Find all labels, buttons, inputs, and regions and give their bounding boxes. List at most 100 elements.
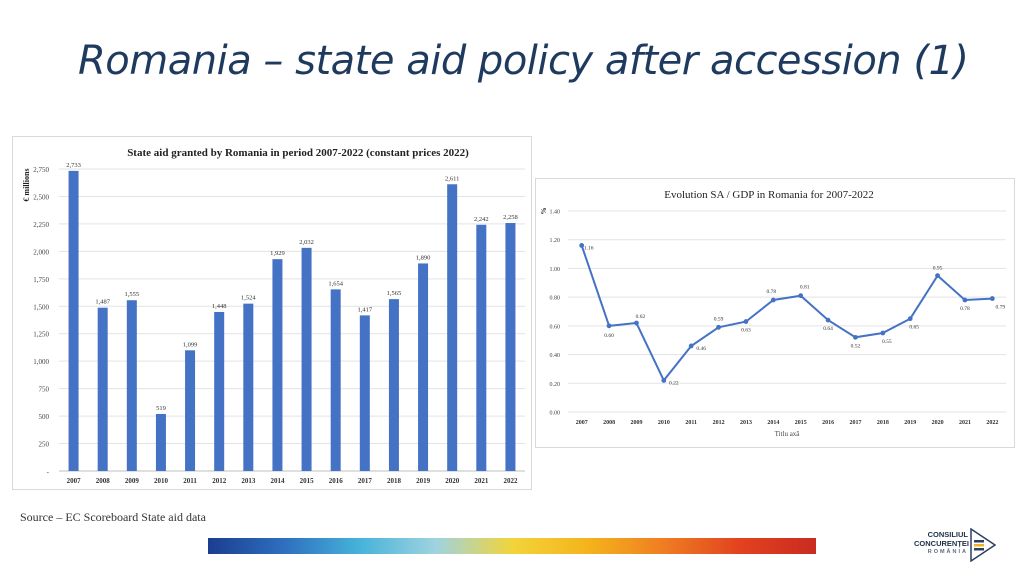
line-chart-value-label: 0.62 xyxy=(636,314,646,320)
line-chart-y-tick-label: 0.40 xyxy=(550,353,561,359)
logo-text: CONSILIUL CONCURENȚEI ROMÂNIA xyxy=(914,530,969,557)
line-chart-series-line xyxy=(580,245,993,383)
bar-chart-y-tick-label: 500 xyxy=(39,413,50,421)
line-chart-point xyxy=(880,330,886,336)
line-chart-point xyxy=(716,324,721,330)
bar-chart-x-tick-label: 2022 xyxy=(503,477,518,485)
line-chart-point xyxy=(825,317,831,323)
decorative-color-stripe xyxy=(208,538,816,554)
bar-chart-x-tick-label: 2014 xyxy=(270,477,285,485)
bar-chart-y-tick-label: 2,500 xyxy=(33,193,49,201)
line-chart-point xyxy=(661,378,667,383)
line-chart-x-tick-label: 2018 xyxy=(877,420,889,426)
bar-chart-bar xyxy=(243,303,254,471)
bar-chart-x-tick-label: 2008 xyxy=(96,477,111,485)
bar-chart-panel: State aid granted by Romania in period 2… xyxy=(12,136,532,490)
line-chart-value-label: 0.65 xyxy=(909,325,919,331)
bar-chart-y-tick-label: 250 xyxy=(39,441,50,449)
bar-chart-value-label: 2,611 xyxy=(445,175,459,182)
bar-chart-value-label: 1,487 xyxy=(95,299,110,306)
logo-line-1: CONSILIUL xyxy=(927,530,968,539)
line-chart-y-tick-label: 0.20 xyxy=(550,382,561,388)
line-chart-value-labels: 1.16 0.60 0.62 0.22 0.46 0.59 0.63 0.78 0.81 0.64… xyxy=(584,245,1006,386)
line-chart-x-tick-label: 2009 xyxy=(630,420,642,426)
bar-chart-x-tick-label: 2015 xyxy=(300,477,315,485)
bar-chart-value-label: 519 xyxy=(156,405,166,412)
line-chart-y-tick-label: 1.40 xyxy=(550,210,561,216)
bar-chart-bars xyxy=(68,170,516,472)
line-chart-x-tick-label: 2012 xyxy=(713,420,725,426)
line-chart-point xyxy=(798,293,804,299)
line-chart-point xyxy=(634,320,639,326)
line-chart: Evolution SA / GDP in Romania for 2007-2… xyxy=(540,189,1006,438)
line-chart-point xyxy=(935,273,940,279)
bar-chart-x-tick-label: 2019 xyxy=(416,477,431,485)
bar-chart-value-label: 1,099 xyxy=(183,341,198,348)
bar-chart-x-tick-label: 2009 xyxy=(125,477,140,485)
bar-chart-bar xyxy=(505,223,516,471)
bar-chart-bar xyxy=(155,414,166,471)
bar-chart-value-label: 2,032 xyxy=(299,239,314,246)
bar-chart-value-label: 2,733 xyxy=(66,162,81,169)
bar-chart-y-tick-label: - xyxy=(47,468,50,476)
line-chart-point xyxy=(688,343,694,349)
line-chart-value-label: 0.79 xyxy=(996,305,1006,311)
line-chart-point xyxy=(907,316,913,322)
bar-chart-value-label: 1,565 xyxy=(387,290,402,297)
line-chart-title: Evolution SA / GDP in Romania for 2007-2… xyxy=(664,189,874,201)
bar-chart-bar xyxy=(185,350,196,471)
line-chart-value-label: 0.52 xyxy=(851,343,861,349)
line-chart-point xyxy=(962,297,968,303)
bar-chart-y-tick-label: 1,250 xyxy=(33,331,49,339)
bar-chart-x-tick-label: 2010 xyxy=(154,477,169,485)
bar-chart-bar xyxy=(388,299,399,471)
line-chart-value-label: 0.95 xyxy=(933,266,943,272)
line-chart-value-label: 0.81 xyxy=(800,285,810,291)
bar-chart-x-tick-label: 2007 xyxy=(67,477,82,485)
bar-chart-x-tick-label: 2016 xyxy=(329,477,344,485)
line-chart-y-tick-label: 1.00 xyxy=(550,267,561,273)
line-chart-y-ticks: 0.00 0.20 0.40 0.60 0.80 1.00 1.20 1.40 xyxy=(550,210,561,417)
bar-chart-bar xyxy=(359,315,370,471)
bar-chart-y-axis-label: € millions xyxy=(22,168,31,201)
bar-chart: State aid granted by Romania in period 2… xyxy=(22,147,525,485)
line-chart-point xyxy=(579,243,585,248)
line-chart-y-tick-label: 0.00 xyxy=(550,411,561,417)
line-chart-value-label: 1.16 xyxy=(584,245,594,251)
bar-chart-value-label: 1,555 xyxy=(125,291,140,298)
bar-chart-bar xyxy=(97,307,108,471)
bar-chart-bar xyxy=(68,170,79,471)
line-chart-points xyxy=(579,243,995,383)
bar-chart-value-label: 1,448 xyxy=(212,303,227,310)
line-chart-x-tick-label: 2007 xyxy=(576,420,588,426)
bar-chart-bar xyxy=(126,300,137,471)
bar-chart-value-label: 1,654 xyxy=(328,280,343,287)
logo-line-3: ROMÂNIA xyxy=(927,549,968,555)
bar-chart-x-tick-label: 2013 xyxy=(241,477,256,485)
bar-chart-value-label: 1,524 xyxy=(241,295,256,302)
line-chart-x-tick-label: 2020 xyxy=(932,420,944,426)
source-note: Source – EC Scoreboard State aid data xyxy=(20,510,206,524)
bar-chart-y-tick-label: 2,750 xyxy=(33,166,49,174)
bar-chart-bar xyxy=(418,263,429,471)
line-chart-value-label: 0.55 xyxy=(882,339,892,345)
line-chart-x-tick-label: 2014 xyxy=(767,420,779,426)
bar-chart-bar xyxy=(214,311,225,471)
line-chart-x-tick-label: 2016 xyxy=(822,420,834,426)
line-chart-panel: Evolution SA / GDP in Romania for 2007-2… xyxy=(535,178,1015,448)
bar-chart-y-tick-label: 1,500 xyxy=(33,303,49,311)
line-chart-value-label: 0.78 xyxy=(960,306,970,312)
bar-chart-y-tick-label: 2,000 xyxy=(33,248,49,256)
line-chart-value-label: 0.46 xyxy=(696,346,706,352)
line-chart-x-tick-label: 2011 xyxy=(685,420,697,426)
line-chart-x-tick-label: 2013 xyxy=(740,420,752,426)
bar-chart-y-tick-label: 1,000 xyxy=(33,358,49,366)
bar-chart-y-tick-label: 1,750 xyxy=(33,276,49,284)
line-chart-point xyxy=(770,297,776,303)
bar-chart-value-label: 1,417 xyxy=(358,306,373,313)
bar-chart-value-label: 2,242 xyxy=(474,216,489,223)
line-chart-y-tick-label: 1.20 xyxy=(550,238,561,244)
line-chart-point xyxy=(853,334,858,340)
bar-chart-value-label: 2,258 xyxy=(503,214,518,221)
line-chart-x-axis-label: Titlu axă xyxy=(775,430,801,438)
